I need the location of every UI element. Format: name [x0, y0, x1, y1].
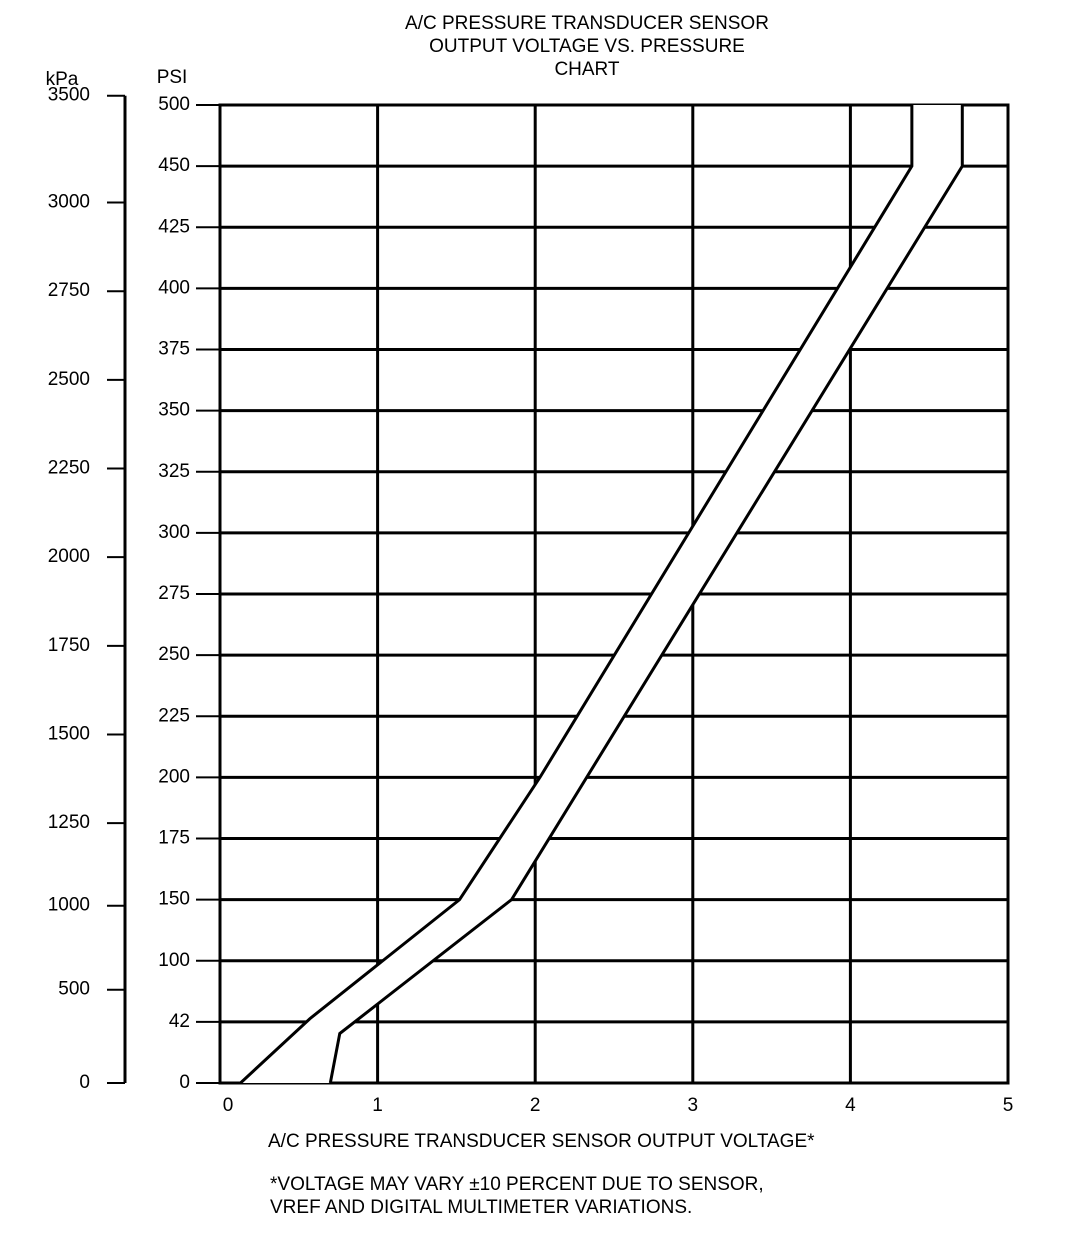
y-tick-label: 450 [158, 155, 190, 176]
y2-tick-label: 1250 [48, 812, 90, 833]
y-tick-label: 200 [158, 766, 190, 787]
y-tick-label: 0 [179, 1072, 190, 1093]
y-tick-label: 325 [158, 461, 190, 482]
y-tick-label: 500 [158, 94, 190, 115]
band-edge [328, 105, 964, 1084]
y-tick-label: 150 [158, 889, 190, 910]
x-axis-label: A/C PRESSURE TRANSDUCER SENSOR OUTPUT VO… [268, 1131, 815, 1152]
y2-tick-label: 2250 [48, 458, 90, 479]
y2-tick-label: 2500 [48, 369, 90, 390]
y-tick-label: 175 [158, 828, 190, 849]
y-tick-label: 425 [158, 216, 190, 237]
footnote: *VOLTAGE MAY VARY ±10 PERCENT DUE TO SEN… [270, 1174, 764, 1195]
x-tick-label: 0 [223, 1095, 234, 1116]
y2-tick-label: 1500 [48, 723, 90, 744]
y-tick-label: 275 [158, 583, 190, 604]
x-tick-label: 1 [372, 1095, 383, 1116]
x-tick-label: 4 [845, 1095, 856, 1116]
y-axis-label: PSI [157, 67, 188, 88]
y2-tick-label: 1000 [48, 895, 90, 916]
y2-tick-label: 0 [79, 1072, 90, 1093]
y2-tick-label: 2750 [48, 280, 90, 301]
x-tick-label: 2 [530, 1095, 541, 1116]
y-tick-label: 400 [158, 277, 190, 298]
y-tick-label: 350 [158, 400, 190, 421]
x-tick-label: 5 [1003, 1095, 1014, 1116]
chart-title: CHART [554, 59, 619, 80]
chart-title: OUTPUT VOLTAGE VS. PRESSURE [429, 36, 745, 57]
plot-frame [218, 103, 1010, 1085]
y-tick-label: 375 [158, 339, 190, 360]
band-edge [239, 105, 914, 1085]
y-tick-label: 225 [158, 705, 190, 726]
y2-tick-label: 3000 [48, 192, 90, 213]
y2-tick-label: 2000 [48, 546, 90, 567]
y-tick-label: 250 [158, 644, 190, 665]
x-tick-label: 3 [688, 1095, 699, 1116]
y-tick-label: 42 [169, 1011, 190, 1032]
y2-tick-label: 500 [58, 979, 90, 1000]
y-tick-label: 100 [158, 950, 190, 971]
footnote: VREF AND DIGITAL MULTIMETER VARIATIONS. [270, 1197, 692, 1218]
y2-tick-label: 3500 [48, 85, 90, 106]
chart-title: A/C PRESSURE TRANSDUCER SENSOR [405, 13, 769, 34]
y2-tick-label: 1750 [48, 635, 90, 656]
y-tick-label: 300 [158, 522, 190, 543]
y2-axis-label: kPa [46, 69, 79, 90]
